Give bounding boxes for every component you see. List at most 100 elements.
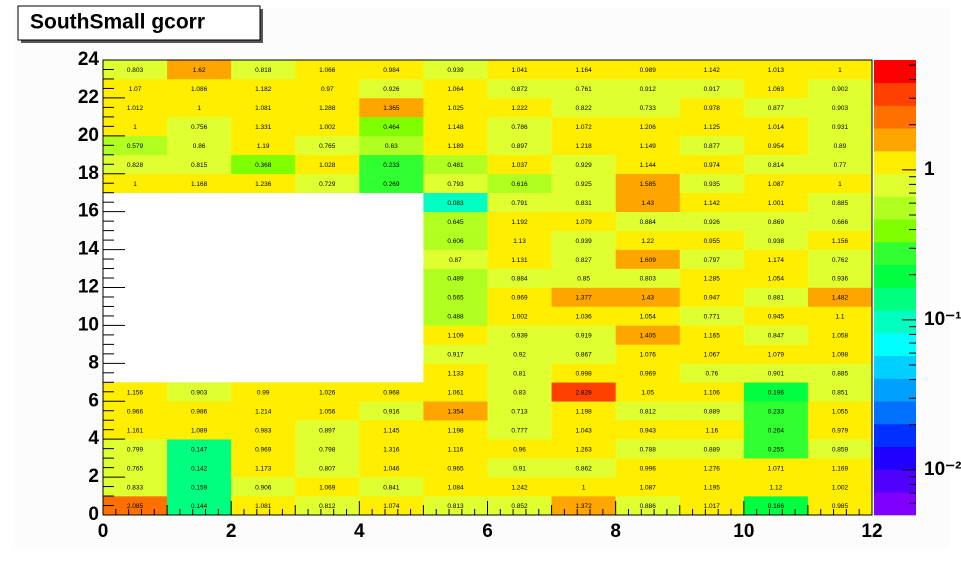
cell-label: 1.222 bbox=[511, 105, 528, 112]
cell-label: 0.812 bbox=[319, 503, 336, 510]
cell-label: 0.869 bbox=[768, 219, 785, 226]
cell-label: 0.935 bbox=[704, 181, 721, 188]
cell bbox=[423, 192, 488, 212]
cell bbox=[807, 116, 873, 137]
cell bbox=[167, 78, 232, 99]
cell bbox=[551, 287, 616, 307]
cell bbox=[743, 496, 809, 516]
cell-label: 1.002 bbox=[832, 484, 849, 491]
cell-label: 0.99 bbox=[257, 389, 270, 396]
cell-label: 0.968 bbox=[383, 389, 400, 396]
cell bbox=[103, 78, 168, 99]
cell bbox=[167, 97, 232, 118]
cell bbox=[807, 78, 873, 99]
cell-label: 1.014 bbox=[768, 124, 785, 131]
cell-label: 0.831 bbox=[575, 200, 592, 207]
cell-label: 0.877 bbox=[768, 105, 785, 112]
cell-label: 0.881 bbox=[768, 295, 785, 302]
cell bbox=[359, 458, 424, 478]
cell-label: 0.803 bbox=[640, 276, 657, 283]
palette-band bbox=[874, 173, 916, 197]
cell bbox=[167, 477, 232, 497]
cell-label: 1.041 bbox=[511, 67, 528, 74]
cell-label: 1.276 bbox=[704, 465, 721, 472]
cell-label: 0.939 bbox=[575, 238, 592, 245]
cell bbox=[615, 439, 681, 459]
cell bbox=[103, 439, 168, 459]
cell-label: 0.91 bbox=[513, 465, 526, 472]
cell-label: 1.354 bbox=[447, 408, 464, 415]
cell bbox=[231, 382, 296, 402]
cell bbox=[487, 306, 552, 326]
cell bbox=[103, 173, 168, 194]
cell bbox=[423, 97, 488, 118]
cell-label: 0.867 bbox=[575, 352, 592, 359]
cell bbox=[167, 401, 232, 421]
cell bbox=[679, 306, 745, 326]
cell-label: 1.149 bbox=[640, 143, 657, 150]
cell bbox=[743, 97, 809, 118]
cell bbox=[679, 401, 745, 421]
cell bbox=[423, 268, 488, 288]
cell bbox=[743, 382, 809, 402]
cell-label: 0.889 bbox=[704, 408, 721, 415]
y-tick-label: 24 bbox=[78, 49, 100, 70]
cell bbox=[743, 477, 809, 497]
cell-label: 0.996 bbox=[640, 465, 657, 472]
cell-label: 0.159 bbox=[191, 484, 208, 491]
cell bbox=[487, 363, 552, 383]
x-tick-label: 8 bbox=[610, 521, 621, 542]
cell-label: 1.002 bbox=[319, 124, 336, 131]
cell bbox=[551, 268, 616, 288]
cell bbox=[551, 496, 616, 516]
cell-label: 0.965 bbox=[447, 465, 464, 472]
cell bbox=[743, 401, 809, 421]
cell bbox=[615, 268, 681, 288]
cell-label: 1.028 bbox=[319, 162, 336, 169]
cell-label: 0.81 bbox=[513, 371, 526, 378]
cell-label: 0.828 bbox=[127, 162, 144, 169]
cell-label: 1.43 bbox=[641, 295, 654, 302]
palette-band bbox=[874, 105, 916, 129]
cell bbox=[423, 344, 488, 364]
cell-label: 1.055 bbox=[832, 408, 849, 415]
cell-label: 0.765 bbox=[319, 143, 336, 150]
y-tick-label: 18 bbox=[78, 163, 99, 184]
cell-label: 1.089 bbox=[191, 427, 208, 434]
cell-label: 1.198 bbox=[575, 408, 592, 415]
cell-label: 1 bbox=[838, 181, 842, 188]
cell bbox=[551, 363, 616, 383]
cell bbox=[487, 135, 552, 156]
cell-label: 0.906 bbox=[255, 484, 272, 491]
cell-label: 1.125 bbox=[704, 124, 721, 131]
cell-label: 1.142 bbox=[704, 200, 721, 207]
cell-label: 0.841 bbox=[383, 484, 400, 491]
cell-label: 1 bbox=[133, 124, 137, 131]
cell bbox=[615, 154, 681, 175]
cell bbox=[167, 60, 232, 80]
cell-label: 0.827 bbox=[575, 257, 592, 264]
palette-band bbox=[874, 401, 916, 425]
palette-band bbox=[874, 60, 916, 84]
cell-label: 0.269 bbox=[383, 181, 400, 188]
cell-label: 0.797 bbox=[704, 257, 721, 264]
cell bbox=[743, 192, 809, 212]
cell-label: 0.144 bbox=[191, 503, 208, 510]
cell-label: 0.984 bbox=[383, 67, 400, 74]
cell-label: 0.97 bbox=[321, 86, 334, 93]
cell bbox=[743, 78, 809, 99]
cell bbox=[487, 173, 552, 194]
cell-label: 0.822 bbox=[575, 105, 592, 112]
cell-label: 1.037 bbox=[511, 162, 528, 169]
cell-label: 0.96 bbox=[513, 446, 526, 453]
cell-label: 0.833 bbox=[127, 484, 144, 491]
cell bbox=[615, 78, 681, 99]
cell bbox=[615, 249, 681, 269]
cell bbox=[487, 477, 552, 497]
cell-label: 0.815 bbox=[191, 162, 208, 169]
cell-label: 1.144 bbox=[640, 162, 657, 169]
cell bbox=[487, 382, 552, 402]
cell-label: 1.07 bbox=[129, 86, 142, 93]
y-tick-label: 12 bbox=[78, 277, 99, 298]
cell-label: 1.061 bbox=[447, 389, 464, 396]
